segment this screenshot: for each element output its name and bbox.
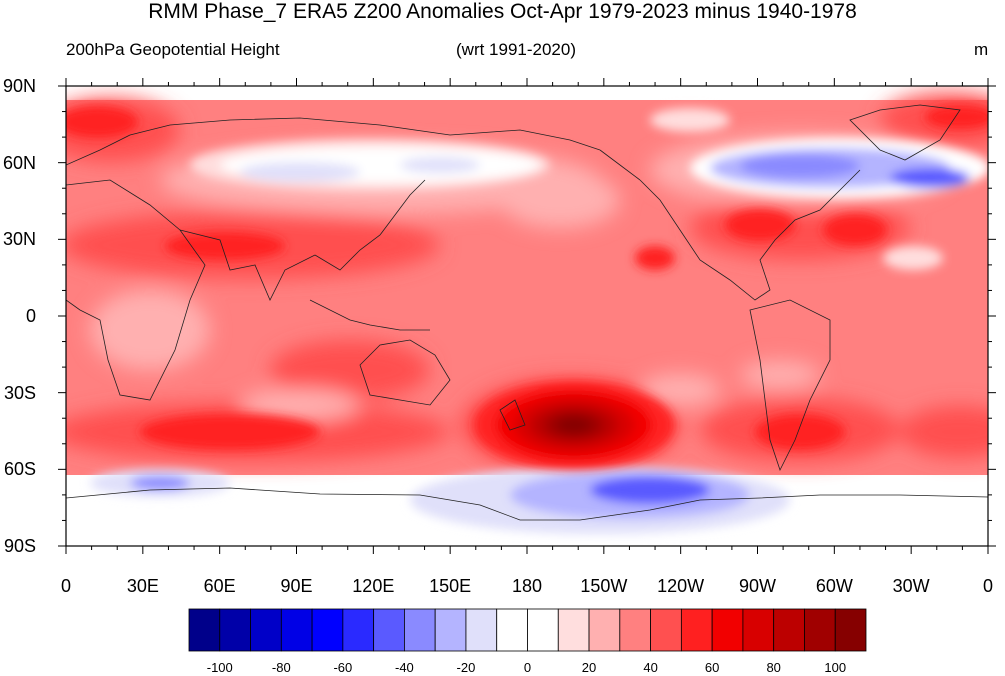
coastlines — [66, 104, 988, 521]
lon-label: 180 — [511, 576, 543, 596]
lat-label: 30S — [3, 382, 36, 403]
lon-label: 60E — [203, 576, 236, 596]
lon-label: 90E — [280, 576, 313, 596]
lon-label: 90W — [738, 576, 776, 596]
colorbar-swatch — [311, 608, 344, 652]
colorbar-swatch — [588, 608, 621, 652]
colorbar-label: 40 — [643, 660, 658, 675]
lat-label: 90N — [2, 76, 36, 96]
colorbar-label: 60 — [704, 660, 720, 675]
colorbar-swatch — [434, 608, 467, 652]
colorbar-swatch — [619, 608, 651, 652]
lat-label: 60S — [3, 459, 36, 480]
axis-ticks — [58, 78, 996, 554]
lat-label: 30N — [2, 229, 36, 250]
colorbar-swatch — [680, 608, 713, 652]
colorbar-swatch — [527, 608, 559, 652]
lon-label: 0 — [982, 576, 993, 596]
colorbar-swatch — [342, 608, 375, 652]
lat-label: 0 — [25, 306, 36, 326]
colorbar-label: 80 — [766, 660, 781, 675]
lon-label: 30E — [126, 576, 159, 596]
colorbar-swatch — [496, 608, 528, 652]
lon-label: 30W — [892, 576, 930, 596]
colorbar-swatch — [773, 608, 805, 652]
lon-label: 120W — [657, 576, 705, 596]
colorbar-label: -40 — [395, 660, 414, 675]
lon-label: 60W — [815, 576, 853, 596]
colorbar-label: -20 — [456, 660, 476, 675]
colorbar-swatch — [404, 608, 436, 652]
anomaly-field — [66, 86, 988, 546]
colorbar-label: -100 — [206, 660, 233, 675]
colorbar-swatch — [804, 608, 836, 652]
lon-label: 120E — [352, 576, 395, 596]
colorbar-label: 20 — [581, 660, 597, 675]
colorbar-label: 100 — [824, 660, 847, 675]
lat-label: 60N — [2, 152, 36, 173]
colorbar-swatch — [188, 608, 221, 652]
variable-subtitle: 200hPa Geopotential Height — [66, 40, 280, 59]
lon-label: 0 — [60, 576, 71, 596]
reference-period-subtitle: (wrt 1991-2020) — [456, 40, 577, 59]
colorbar-swatch — [711, 608, 744, 652]
colorbar-swatch — [373, 608, 405, 652]
map-title: RMM Phase_7 ERA5 Z200 Anomalies Oct-Apr … — [148, 0, 857, 23]
colorbar-label: 0 — [523, 660, 532, 675]
lat-label: 90S — [3, 536, 36, 556]
north-pole-band — [66, 86, 988, 100]
colorbar-label: -80 — [271, 660, 291, 675]
colorbar-swatch — [650, 608, 682, 652]
units-label: m — [974, 40, 989, 59]
colorbar-swatch — [250, 608, 282, 652]
colorbar-swatch — [219, 608, 251, 652]
colorbar-label: -60 — [333, 660, 353, 675]
colorbar-swatch — [280, 608, 313, 652]
colorbar-swatch — [742, 608, 775, 652]
lon-label: 150W — [580, 576, 628, 596]
lon-label: 150E — [429, 576, 472, 596]
colorbar-swatch — [465, 608, 498, 652]
colorbar — [188, 608, 867, 652]
colorbar-swatch — [557, 608, 590, 652]
colorbar-swatch — [834, 608, 867, 652]
